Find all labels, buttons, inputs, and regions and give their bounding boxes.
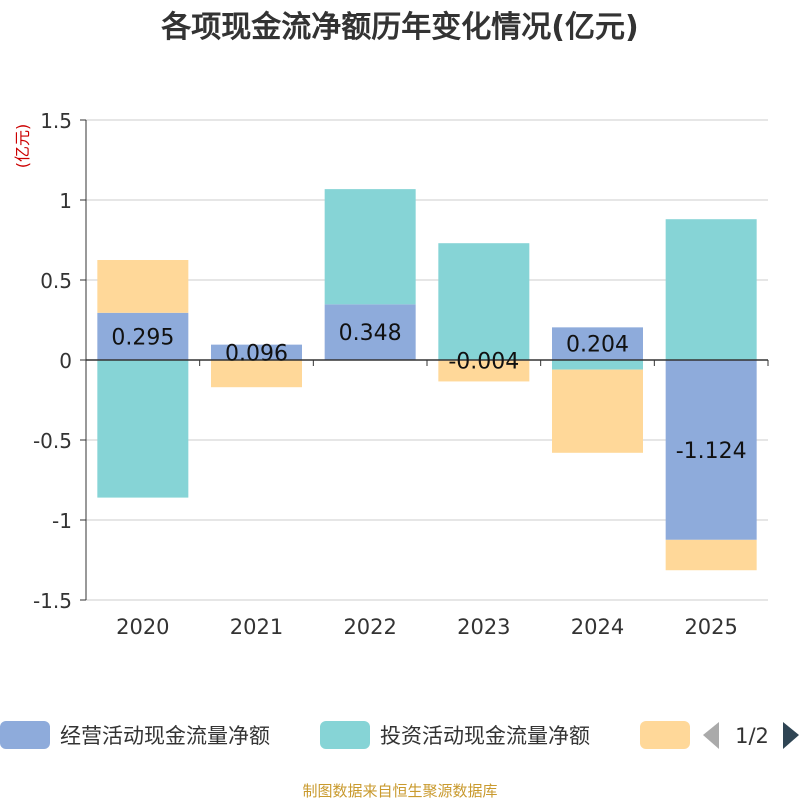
bar-series-2-2022 [324,189,416,305]
bar-series-2-2023 [438,243,530,360]
x-tick-label: 2020 [116,615,169,639]
bar-series-1-2020 [97,312,189,360]
bar-series-3-2021 [211,360,302,388]
data-labels: 0.295 0.096 0.348 -0.004 0.204 -1.124 [111,321,746,464]
legend-swatch-1 [0,721,50,749]
bar-series-3-2020 [97,260,189,313]
data-label: 0.204 [566,333,629,358]
y-axis-label: (亿元) [13,124,32,169]
y-tick-label: 0 [59,349,72,373]
bar-series-2-2024 [552,360,643,370]
bar-series-1-2024 [552,327,643,360]
source-note: 制图数据来自恒生聚源数据库 [302,782,497,800]
bars [97,189,757,571]
x-tick-label: 2021 [230,615,283,639]
legend-label-2: 投资活动现金流量净额 [380,724,590,748]
legend-swatch-2 [320,721,370,749]
x-tick-label: 2025 [684,615,737,639]
y-tick-label: -1 [52,509,72,533]
data-label: 0.295 [111,325,174,350]
bar-series-1-2022 [324,304,416,360]
data-label: 0.096 [225,341,288,366]
bar-series-1-2025 [665,360,757,540]
bar-series-2-2025 [665,219,757,360]
bar-series-3-2024 [552,369,643,453]
bar-series-1-2021 [211,344,302,360]
bar-series-2-2020 [97,360,189,498]
y-tick-label: -0.5 [33,429,72,453]
y-tick-label: 1 [59,189,72,213]
legend-swatch-3 [640,721,690,749]
x-tick-label: 2023 [457,615,510,639]
bar-series-3-2023 [438,360,530,382]
legend-next-page-icon[interactable] [783,722,799,749]
legend: 经营活动现金流量净额 投资活动现金流量净额 1/2 [0,721,799,749]
grid-lines [86,119,768,601]
bar-series-3-2025 [665,539,757,571]
data-label: -0.004 [448,349,519,374]
x-tick-label: 2022 [343,615,396,639]
chart-title: 各项现金流净额历年变化情况(亿元) [160,10,638,45]
legend-label-1: 经营活动现金流量净额 [60,724,270,748]
y-tick-label: 0.5 [40,269,72,293]
data-label: 0.348 [339,321,402,346]
legend-prev-page-icon[interactable] [703,722,719,749]
data-label: -1.124 [676,439,747,464]
axes: 1.5 1 0.5 0 -0.5 -1 -1.5 2020 2021 2022 2023 2024 20… [33,109,769,639]
x-tick-label: 2024 [571,615,624,639]
y-tick-label: -1.5 [33,589,72,613]
legend-page-indicator: 1/2 [735,724,769,748]
y-tick-label: 1.5 [40,109,72,133]
